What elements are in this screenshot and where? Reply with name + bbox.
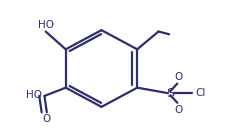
Text: O: O <box>43 114 51 124</box>
Text: O: O <box>174 72 183 82</box>
Text: Cl: Cl <box>195 88 206 98</box>
Text: HO: HO <box>26 90 42 99</box>
Text: HO: HO <box>38 20 54 30</box>
Text: S: S <box>166 87 174 100</box>
Text: O: O <box>174 105 183 115</box>
